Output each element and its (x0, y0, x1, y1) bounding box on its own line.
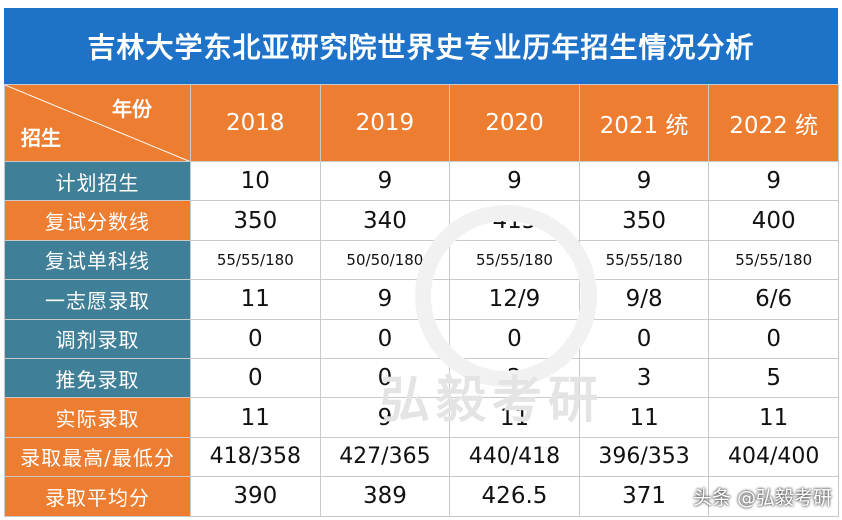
corner-year-label: 年份 (112, 97, 152, 121)
table-cell: 6/6 (708, 279, 839, 320)
table-cell: 55/55/180 (708, 239, 839, 281)
table-cell: 404/400 (708, 436, 839, 478)
table-cell: 350 (578, 200, 710, 241)
table-cell: 389 (319, 476, 451, 517)
row-label: 录取最高/最低分 (4, 436, 191, 478)
table-cell: 50/50/180 (319, 239, 451, 281)
year-header: 2022 统 (708, 84, 839, 162)
source-credit: 头条 @弘毅考研 (692, 487, 832, 509)
corner-header: 年份 招生 (4, 84, 191, 162)
table-cell: 11 (190, 279, 321, 320)
table-cell: 415 (449, 200, 580, 241)
row-label: 一志愿录取 (4, 279, 191, 320)
table-cell: 55/55/180 (190, 239, 321, 281)
table-cell: 390 (190, 476, 321, 517)
row-label: 复试单科线 (4, 239, 191, 281)
table-cell: 55/55/180 (449, 239, 580, 281)
row-label: 计划招生 (4, 160, 191, 202)
table-cell: 5 (708, 357, 839, 399)
table-cell: 9 (708, 160, 839, 202)
table-cell: 0 (449, 318, 580, 359)
table-row: 录取最高/最低分 418/358 427/365 440/418 396/353… (4, 436, 839, 478)
table-cell: 12/9 (449, 279, 580, 320)
table-cell: 350 (190, 200, 321, 241)
year-header: 2018 (190, 84, 321, 162)
table-cell: 9/8 (578, 279, 710, 320)
table-row: 计划招生 10 9 9 9 9 (4, 160, 839, 202)
table-row: 复试单科线 55/55/180 50/50/180 55/55/180 55/5… (4, 239, 839, 281)
table-cell: 9 (319, 160, 451, 202)
row-label: 推免录取 (4, 357, 191, 399)
table-cell: 3 (578, 357, 710, 399)
year-header: 2021 统 (578, 84, 710, 162)
table-row: 一志愿录取 11 9 12/9 9/8 6/6 (4, 279, 839, 320)
header-row: 年份 招生 2018 2019 2020 2021 统 2022 统 (4, 84, 839, 162)
table-row: 推免录取 0 0 2 3 5 (4, 357, 839, 399)
table-cell: 396/353 (578, 436, 710, 478)
corner-enroll-label: 招生 (21, 126, 61, 150)
table-cell (708, 476, 839, 517)
row-label: 录取平均分 (4, 476, 191, 517)
table-cell: 10 (190, 160, 321, 202)
table-cell: 0 (319, 318, 451, 359)
table-cell: 9 (319, 397, 451, 438)
table-cell: 55/55/180 (578, 239, 710, 281)
table-cell: 9 (449, 160, 580, 202)
table-cell: 9 (578, 160, 710, 202)
diagonal-divider (5, 85, 189, 161)
year-header: 2020 (449, 84, 580, 162)
admissions-table: 年份 招生 2018 2019 2020 2021 统 2022 统 计划招生 … (4, 84, 839, 517)
table-cell: 0 (578, 318, 710, 359)
page-title: 吉林大学东北亚研究院世界史专业历年招生情况分析 (4, 8, 838, 84)
table-cell: 11 (708, 397, 839, 438)
table-cell: 11 (578, 397, 710, 438)
row-label: 实际录取 (4, 397, 191, 438)
table-cell: 11 (449, 397, 580, 438)
table-cell: 9 (319, 279, 451, 320)
table-cell: 400 (708, 200, 839, 241)
year-header: 2019 (319, 84, 451, 162)
table-cell: 0 (190, 318, 321, 359)
table-cell: 427/365 (319, 436, 451, 478)
table-row: 实际录取 11 9 11 11 11 (4, 397, 839, 438)
table-cell: 11 (190, 397, 321, 438)
table-cell: 340 (319, 200, 451, 241)
table-cell: 0 (708, 318, 839, 359)
table-cell: 371 (578, 476, 710, 517)
row-label: 复试分数线 (4, 200, 191, 241)
table-cell: 426.5 (449, 476, 580, 517)
table-row: 调剂录取 0 0 0 0 0 (4, 318, 839, 359)
table-cell: 2 (449, 357, 580, 399)
table-row: 复试分数线 350 340 415 350 400 (4, 200, 839, 241)
table-cell: 0 (190, 357, 321, 399)
table-cell: 440/418 (449, 436, 580, 478)
table-cell: 418/358 (190, 436, 321, 478)
table-cell: 0 (319, 357, 451, 399)
row-label: 调剂录取 (4, 318, 191, 359)
table-row: 录取平均分 390 389 426.5 371 (4, 476, 839, 517)
